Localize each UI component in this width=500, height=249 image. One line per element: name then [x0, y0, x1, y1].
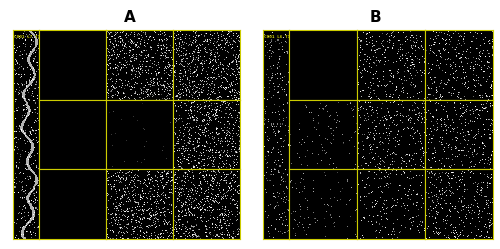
Text: B: B [369, 10, 381, 25]
Text: C001 L6 T1 A 700 4149: C001 L6 T1 A 700 4149 [264, 35, 318, 39]
Text: C001 L7 T1 C 643 S148: C001 L7 T1 C 643 S148 [14, 35, 68, 39]
Text: A: A [124, 10, 136, 25]
